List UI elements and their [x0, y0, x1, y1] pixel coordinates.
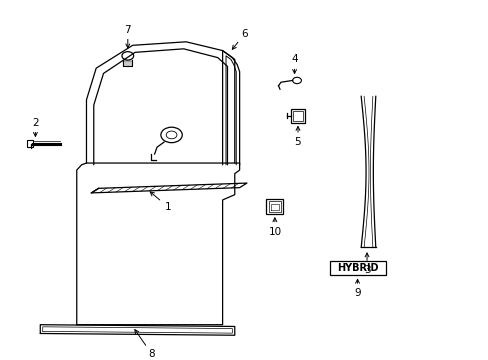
- Text: 2: 2: [32, 118, 39, 128]
- FancyBboxPatch shape: [268, 201, 281, 212]
- Text: 5: 5: [294, 137, 301, 147]
- Text: 9: 9: [353, 288, 360, 298]
- Text: 1: 1: [164, 202, 171, 212]
- FancyBboxPatch shape: [292, 111, 302, 121]
- Text: 8: 8: [148, 349, 155, 359]
- Text: 3: 3: [363, 265, 369, 275]
- Text: 6: 6: [241, 29, 247, 39]
- Text: 10: 10: [268, 226, 281, 237]
- FancyBboxPatch shape: [329, 261, 385, 275]
- FancyBboxPatch shape: [27, 140, 33, 147]
- FancyBboxPatch shape: [266, 199, 283, 214]
- Text: HYBRID: HYBRID: [336, 263, 378, 273]
- Text: 7: 7: [124, 24, 131, 35]
- Text: 4: 4: [291, 54, 297, 64]
- FancyBboxPatch shape: [290, 109, 305, 123]
